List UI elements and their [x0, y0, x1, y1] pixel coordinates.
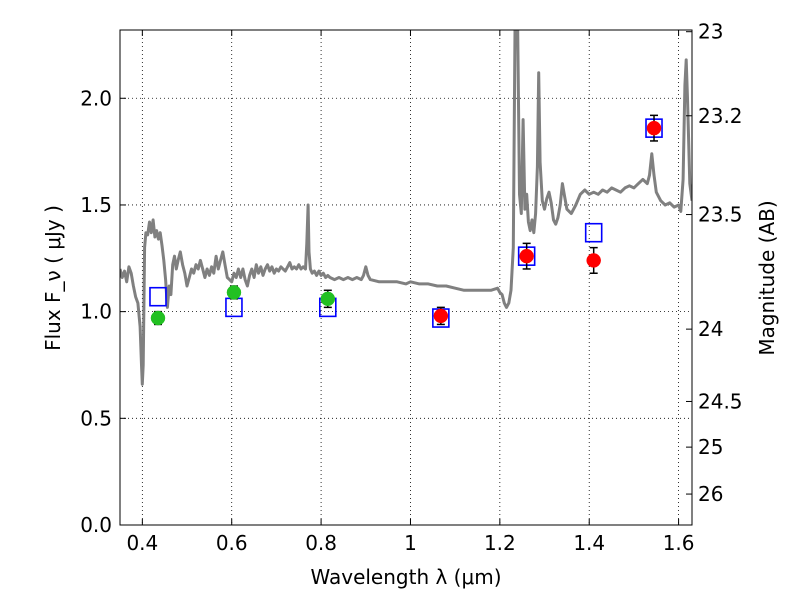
x-tick-label: 1.6 [663, 531, 695, 555]
observed-point [646, 120, 662, 136]
y-tick-label: 0.0 [80, 513, 112, 537]
model-photometry-square [225, 297, 243, 318]
right-tick-label: 25 [698, 435, 723, 459]
plot-area [120, 30, 692, 386]
right-tick-label: 24.5 [698, 389, 743, 413]
observed-point [433, 308, 449, 324]
x-tick-label: 0.6 [216, 531, 248, 555]
x-tick-label: 0.8 [305, 531, 337, 555]
model-photometry-square [584, 222, 603, 243]
observed-point [150, 310, 166, 326]
y-tick-label: 0.5 [80, 406, 112, 430]
y-tick-label: 1.5 [80, 193, 112, 217]
right-tick-label: 24 [698, 317, 723, 341]
x-tick-label: 0.4 [126, 531, 158, 555]
observed-point [519, 248, 534, 264]
x-tick-label: 1.4 [573, 531, 605, 555]
right-tick-label: 23 [698, 20, 723, 44]
spectrum-line [120, 30, 692, 386]
observed-point [586, 253, 601, 268]
y-tick-label: 1.0 [80, 300, 112, 324]
right-tick-label: 23.2 [698, 104, 743, 128]
observed-point [226, 285, 242, 300]
model-photometry-square [149, 286, 167, 307]
data-layer [120, 30, 692, 386]
x-tick-label: 1 [404, 531, 417, 555]
observed-point [320, 291, 336, 307]
y-axis-label-left: Flux F_ν ( μJy ) [41, 205, 65, 351]
y-axis-label-right: Magnitude (AB) [755, 200, 779, 355]
plot-frame [119, 29, 693, 526]
x-tick-label: 1.2 [484, 531, 516, 555]
axis-ticks: 0.4 0.6 0.8 1 1.2 1.4 1.6 0.0 0.5 1.0 1.5 2.0 23 23.2… [80, 20, 742, 555]
right-tick-label: 26 [698, 482, 723, 506]
x-axis-label: Wavelength λ (μm) [310, 565, 501, 589]
right-tick-label: 23.5 [698, 203, 743, 227]
y-tick-label: 2.0 [80, 86, 112, 110]
